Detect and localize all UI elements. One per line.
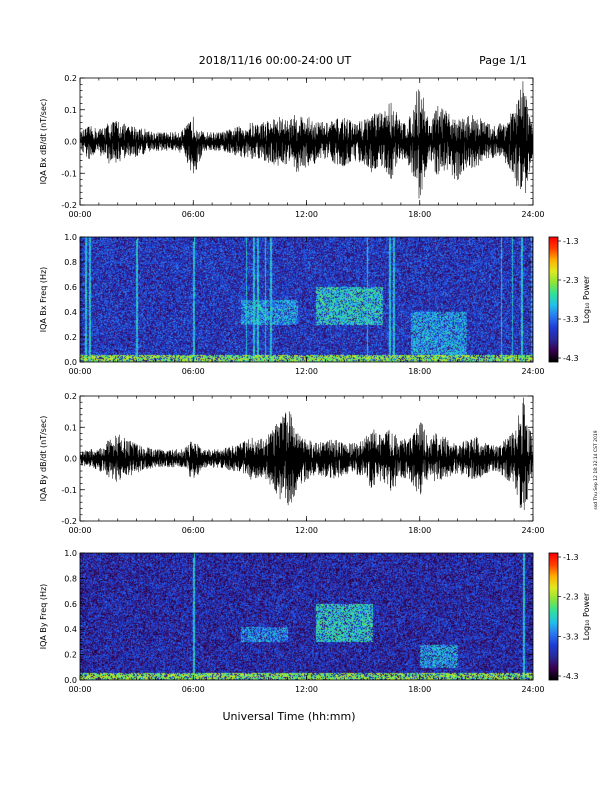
spectrogram-image xyxy=(80,237,533,362)
panel-3: 00:00 06:00 12:00 18:00 24:00 -0.2 -0.1 0.0 0.1 0… xyxy=(39,392,545,535)
y-axis-label: IQA By Freq (Hz) xyxy=(39,584,48,650)
dbdt-trace xyxy=(80,81,533,199)
colorbar-label: Log₁₀ Power xyxy=(582,592,591,640)
x-tick-label: 00:00 xyxy=(68,210,91,219)
colorbar-tick-label: -4.3 xyxy=(563,354,579,363)
y-tick-label: 0.1 xyxy=(64,106,77,115)
y-tick-label: 0.4 xyxy=(64,308,77,317)
x-tick-label: 00:00 xyxy=(68,526,91,535)
y-tick-label: 0.0 xyxy=(64,358,77,367)
x-tick-label: 24:00 xyxy=(521,210,544,219)
x-tick-label: 06:00 xyxy=(182,526,205,535)
colorbar: -1.3 -2.3 -3.3 -4.3 Log₁₀ Power xyxy=(548,236,591,363)
x-tick-label: 24:00 xyxy=(521,367,544,376)
x-tick-label: 12:00 xyxy=(295,685,318,694)
colorbar-tick-label: -2.3 xyxy=(563,276,579,285)
x-tick-label: 24:00 xyxy=(521,526,544,535)
x-tick-label: 18:00 xyxy=(408,685,431,694)
x-tick-label: 24:00 xyxy=(521,685,544,694)
x-tick-label: 06:00 xyxy=(182,685,205,694)
y-tick-label: -0.2 xyxy=(61,517,77,526)
y-axis-label: IQA Bx Freq (Hz) xyxy=(39,267,48,333)
x-tick-label: 06:00 xyxy=(182,367,205,376)
y-tick-label: 1.0 xyxy=(64,233,77,242)
y-tick-label: 0.6 xyxy=(64,600,77,609)
y-tick-label: 0.2 xyxy=(64,333,77,342)
colorbar-label: Log₁₀ Power xyxy=(582,275,591,323)
y-tick-label: -0.1 xyxy=(61,486,77,495)
y-tick-label: 0.0 xyxy=(64,676,77,685)
colorbar-tick-label: -1.3 xyxy=(563,237,579,246)
y-tick-label: -0.1 xyxy=(61,169,77,178)
colorbar-tick-label: -1.3 xyxy=(563,553,579,562)
y-tick-label: 0.0 xyxy=(64,138,77,147)
x-tick-label: 12:00 xyxy=(295,526,318,535)
x-tick-label: 00:00 xyxy=(68,367,91,376)
x-tick-label: 18:00 xyxy=(408,526,431,535)
x-axis-label: Universal Time (hh:mm) xyxy=(223,710,356,723)
y-tick-label: 0.8 xyxy=(64,574,77,583)
x-tick-label: 06:00 xyxy=(182,210,205,219)
x-tick-label: 12:00 xyxy=(295,210,318,219)
y-tick-label: 0.4 xyxy=(64,625,77,634)
x-tick-label: 00:00 xyxy=(68,685,91,694)
y-tick-label: 0.6 xyxy=(64,283,77,292)
panel-1: 00:00 06:00 12:00 18:00 24:00 -0.2 -0.1 0.0 0.1 0… xyxy=(39,74,545,219)
panel-4: -1.3 -2.3 -3.3 -4.3 Log₁₀ Power 00:00 06:00 12:… xyxy=(39,549,591,694)
panels: 00:00 06:00 12:00 18:00 24:00 -0.2 -0.1 0.0 0.1 0… xyxy=(39,74,591,694)
y-tick-label: 0.8 xyxy=(64,258,77,267)
y-tick-label: 0.2 xyxy=(64,392,77,401)
colorbar-tick-label: -4.3 xyxy=(563,672,579,681)
y-tick-label: 0.0 xyxy=(64,455,77,464)
y-axis-label: IQA By dB/dt (nT/sec) xyxy=(39,416,48,502)
y-tick-label: 1.0 xyxy=(64,549,77,558)
side-note: ssd Thu Sep 12 18:32:14 CST 2019 xyxy=(593,430,599,509)
colorbar-tick-label: -3.3 xyxy=(563,632,579,641)
colorbar-tick-label: -3.3 xyxy=(563,315,579,324)
x-tick-label: 18:00 xyxy=(408,367,431,376)
colorbar-tick-label: -2.3 xyxy=(563,593,579,602)
y-tick-label: 0.1 xyxy=(64,423,77,432)
dbdt-trace xyxy=(80,397,533,511)
page-indicator: Page 1/1 xyxy=(479,54,527,67)
y-axis-label: IQA Bx dB/dt (nT/sec) xyxy=(39,99,48,185)
x-tick-label: 12:00 xyxy=(295,367,318,376)
x-tick-label: 18:00 xyxy=(408,210,431,219)
panel-2: -1.3 -2.3 -3.3 -4.3 Log₁₀ Power 00:00 06:00 12:… xyxy=(39,233,591,376)
y-tick-label: 0.2 xyxy=(64,74,77,83)
colorbar: -1.3 -2.3 -3.3 -4.3 Log₁₀ Power xyxy=(548,552,591,681)
y-tick-label: 0.2 xyxy=(64,651,77,660)
spectrogram-image xyxy=(80,553,533,680)
y-tick-label: -0.2 xyxy=(61,201,77,210)
figure-title: 2018/11/16 00:00-24:00 UT xyxy=(199,54,352,67)
